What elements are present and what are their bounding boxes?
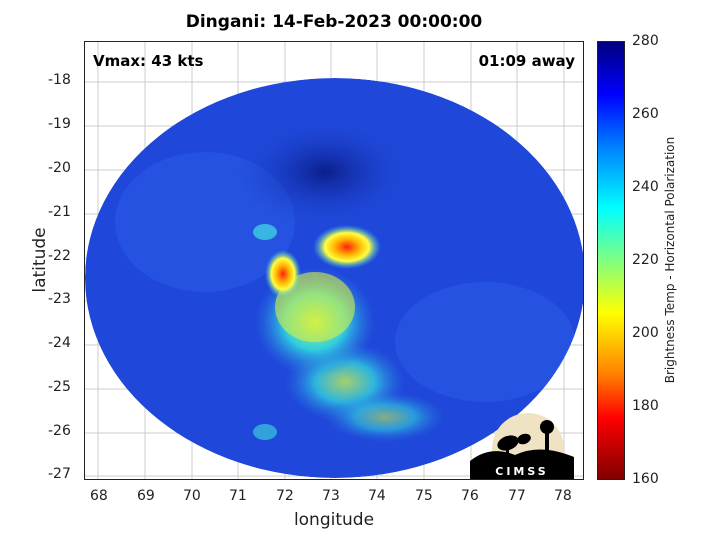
colorbar-tick: 180	[632, 398, 659, 414]
y-tick-label: -27	[48, 466, 71, 482]
svg-text:CIMSS: CIMSS	[495, 465, 548, 478]
y-tick-label: -23	[48, 291, 71, 307]
x-tick-label: 69	[137, 488, 155, 504]
colorbar-tick: 160	[632, 471, 659, 487]
y-tick-label: -21	[48, 204, 71, 220]
y-axis-label: latitude	[30, 227, 50, 293]
x-tick-label: 75	[415, 488, 433, 504]
colorbar-tick: 240	[632, 179, 659, 195]
colorbar-tick: 280	[632, 33, 659, 49]
y-tick-label: -22	[48, 248, 71, 264]
x-tick-label: 70	[183, 488, 201, 504]
x-tick-label: 78	[554, 488, 572, 504]
map-plot-area: Vmax: 43 kts 01:09 away	[84, 41, 584, 480]
x-tick-label: 72	[276, 488, 294, 504]
y-tick-label: -18	[48, 72, 71, 88]
colorbar-label: Brightness Temp - Horizontal Polarizatio…	[663, 136, 677, 384]
x-tick-label: 76	[461, 488, 479, 504]
map-title: Dingani: 14-Feb-2023 00:00:00	[185, 12, 483, 32]
vmax-label: Vmax: 43 kts	[93, 52, 204, 70]
x-tick-label: 77	[508, 488, 526, 504]
colorbar-tick: 200	[632, 325, 659, 341]
y-tick-label: -26	[48, 423, 71, 439]
x-axis-label: longitude	[293, 510, 375, 530]
satellite-swath	[85, 42, 583, 479]
y-tick-label: -20	[48, 160, 71, 176]
x-tick-label: 68	[90, 488, 108, 504]
x-tick-label: 74	[368, 488, 386, 504]
time-away-label: 01:09 away	[478, 52, 575, 70]
y-tick-label: -25	[48, 379, 71, 395]
colorbar-tick: 260	[632, 106, 659, 122]
cimss-logo: CIMSS	[470, 413, 574, 479]
y-tick-label: -24	[48, 335, 71, 351]
colorbar-tick: 220	[632, 252, 659, 268]
colorbar	[597, 41, 625, 480]
x-tick-label: 71	[229, 488, 247, 504]
x-tick-label: 73	[322, 488, 340, 504]
y-tick-label: -19	[48, 116, 71, 132]
